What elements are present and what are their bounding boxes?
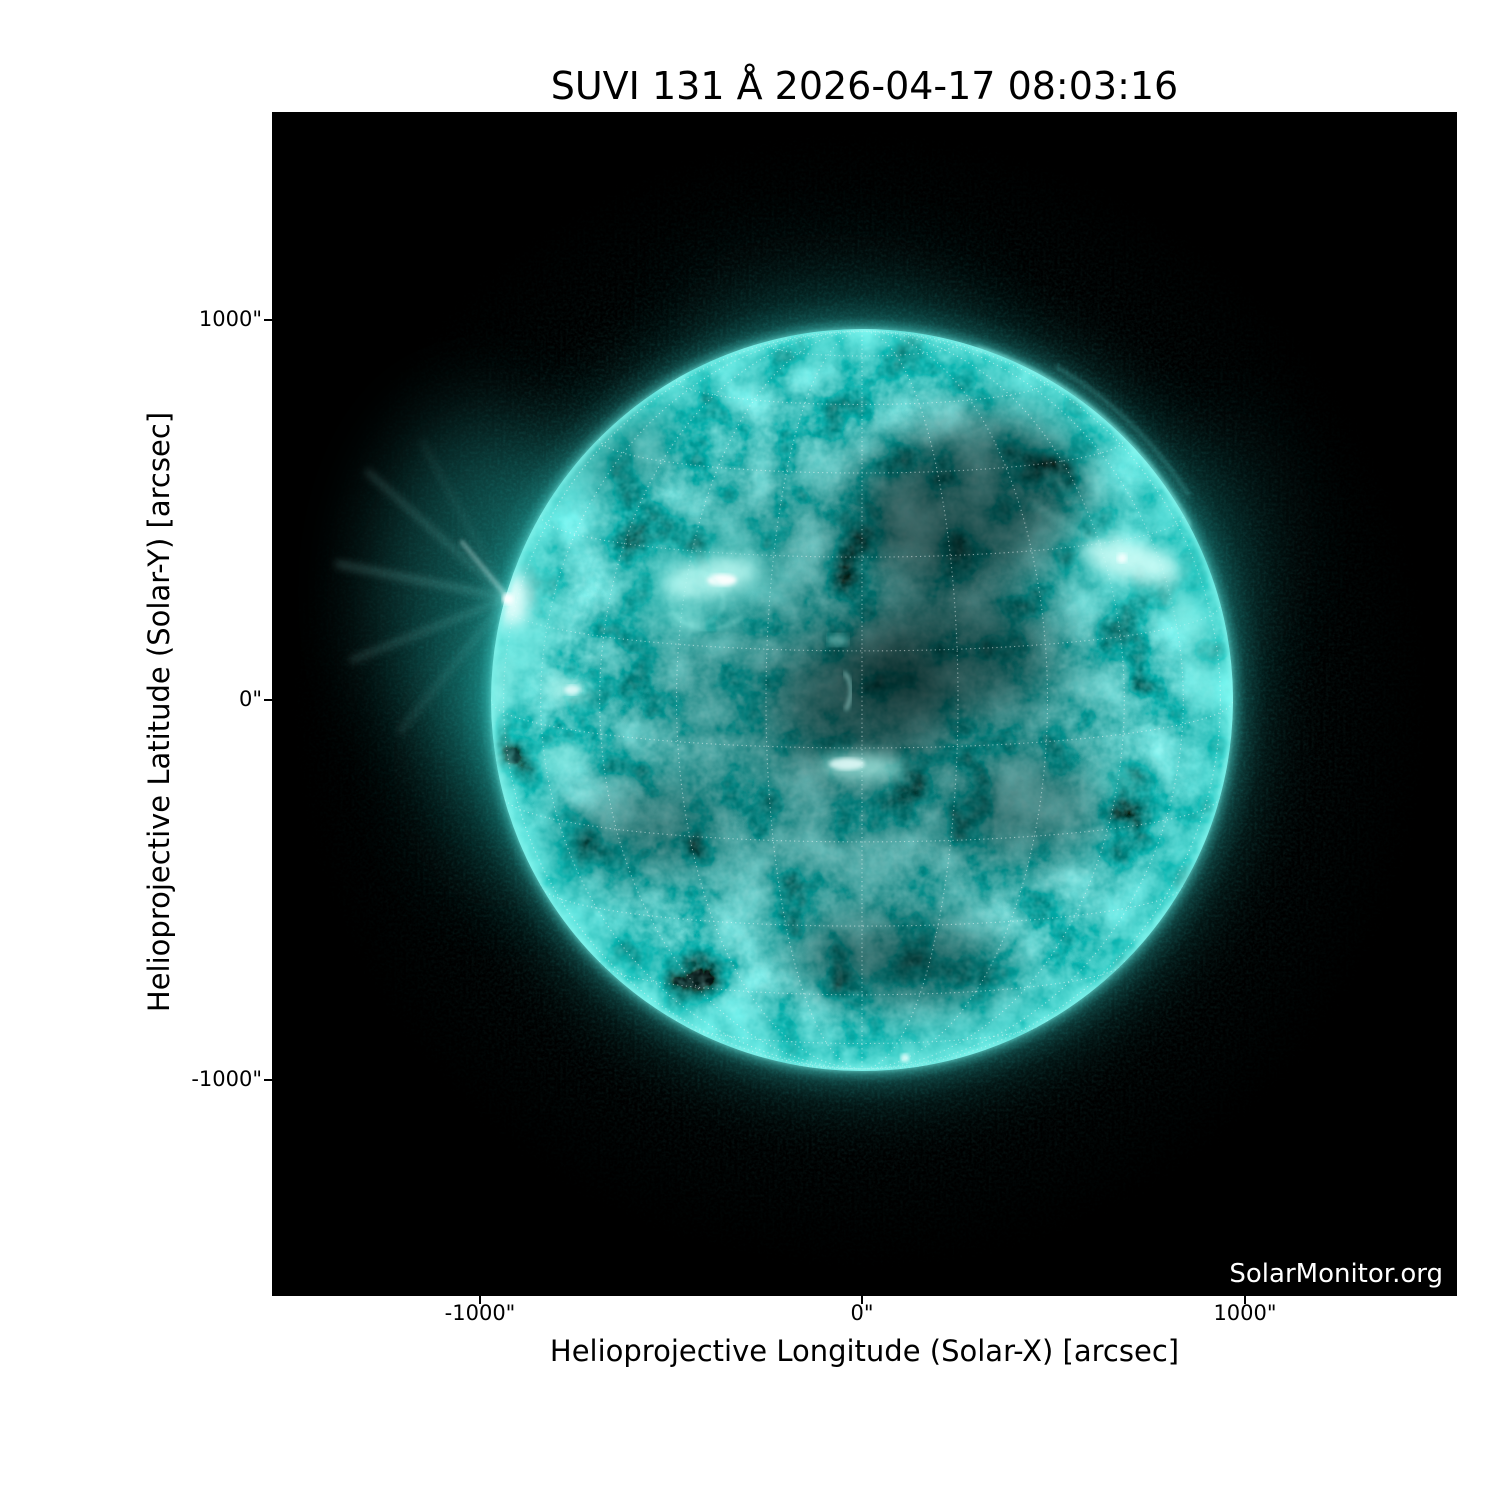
plot-area: SolarMonitor.org bbox=[272, 112, 1457, 1296]
y-tick-label-neg1000: -1000" bbox=[191, 1067, 262, 1091]
x-tick-label-1000: 1000" bbox=[1213, 1301, 1277, 1325]
limb-rim bbox=[490, 328, 1234, 1072]
limb-rim-glow bbox=[484, 322, 1240, 1078]
x-tick-label-0: 0" bbox=[850, 1301, 874, 1325]
y-tick-label-1000: 1000" bbox=[198, 307, 262, 331]
x-tick-label-neg1000: -1000" bbox=[444, 1301, 516, 1325]
sun-disk bbox=[491, 329, 1233, 1071]
y-tick-mark bbox=[264, 1079, 272, 1081]
suvi-solar-image bbox=[272, 112, 1457, 1296]
figure-title: SUVI 131 Å 2026-04-17 08:03:16 bbox=[550, 64, 1179, 108]
y-tick-mark bbox=[264, 319, 272, 321]
y-tick-mark bbox=[264, 699, 272, 701]
y-tick-label-0: 0" bbox=[238, 687, 262, 711]
limb-brightening bbox=[491, 329, 1233, 1071]
x-tick-mark bbox=[479, 1296, 481, 1304]
y-axis-label-text: Helioprojective Latitude (Solar-Y) [arcs… bbox=[142, 411, 177, 1013]
x-axis-label: Helioprojective Longitude (Solar-X) [arc… bbox=[549, 1334, 1180, 1368]
x-tick-mark bbox=[861, 1296, 863, 1304]
northwest-limb-loops bbox=[976, 345, 1192, 527]
east-limb-flare bbox=[335, 440, 514, 734]
watermark: SolarMonitor.org bbox=[1229, 1259, 1443, 1289]
x-tick-mark bbox=[1244, 1296, 1246, 1304]
